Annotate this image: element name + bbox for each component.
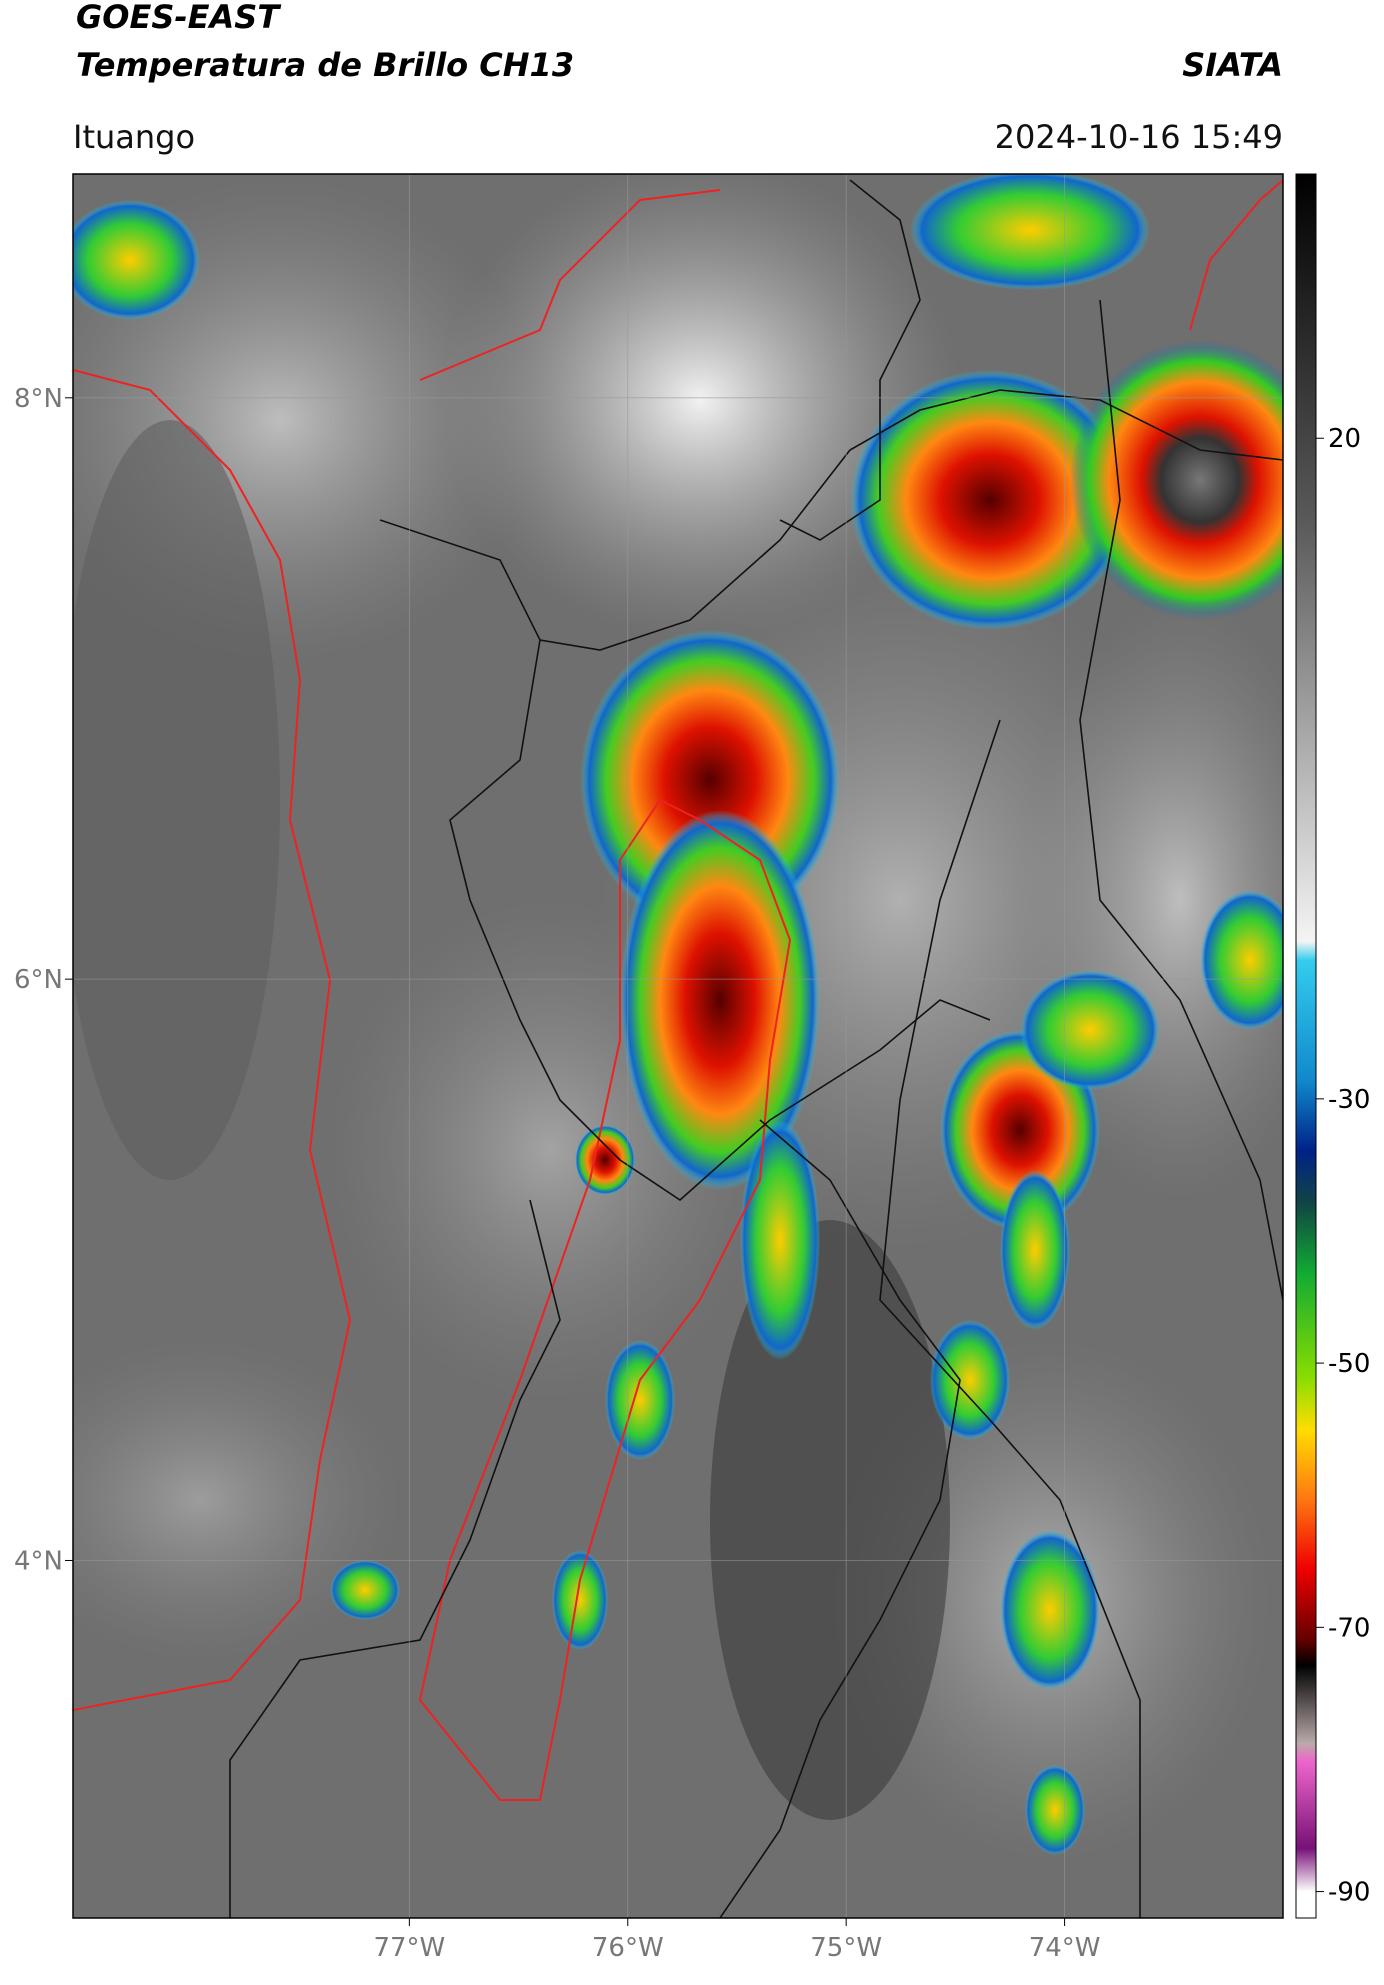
colorbar-label: -70 [1328,1613,1370,1643]
lon-label: 74°W [1029,1933,1101,1963]
agency: SIATA [1182,46,1283,84]
lon-label: 75°W [810,1933,882,1963]
lat-label: 6°N [14,965,63,995]
lon-label: 76°W [592,1933,664,1963]
satellite-image [73,174,1283,1918]
colorbar-label: -30 [1328,1085,1370,1115]
lat-label: 8°N [14,384,63,414]
location: Ituango [73,118,195,156]
lon-label: 77°W [373,1933,445,1963]
colorbar-label: -50 [1328,1349,1370,1379]
title: GOES-EAST [76,0,281,36]
subtitle: Temperatura de Brillo CH13 [76,46,574,84]
map-frame [72,173,1284,1919]
colorbar [1295,173,1317,1919]
datetime: 2024-10-16 15:49 [995,118,1283,156]
colorbar-label: 20 [1328,424,1361,454]
colorbar-label: -90 [1328,1878,1370,1908]
lat-label: 4°N [14,1546,63,1576]
